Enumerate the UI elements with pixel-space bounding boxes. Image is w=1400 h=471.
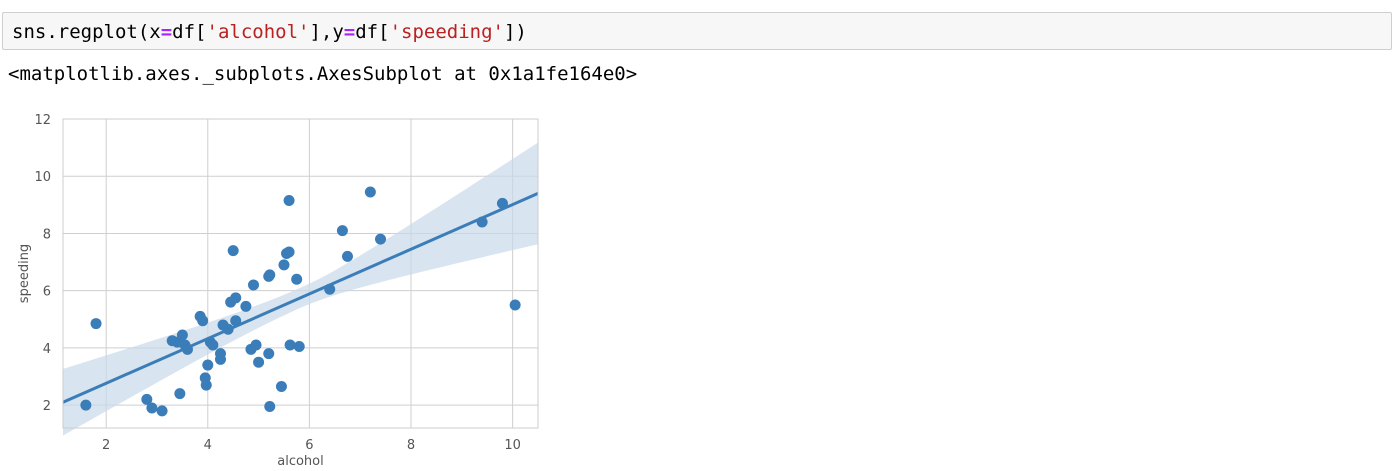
regplot-chart: 2 4 6 8 10 2 4 6 8 10 12 alcohol speeding — [17, 113, 539, 469]
data-point — [80, 399, 92, 411]
data-point — [253, 356, 265, 368]
data-point — [207, 339, 219, 351]
data-point — [227, 245, 239, 257]
data-point — [176, 329, 188, 341]
code-suffix: ]) — [503, 21, 527, 43]
scatter-points — [80, 186, 521, 417]
data-point — [146, 402, 158, 414]
data-point — [197, 315, 209, 327]
data-point — [141, 393, 153, 405]
data-point — [90, 318, 102, 330]
code-mid: ],y — [309, 21, 344, 43]
code-cell-input[interactable]: sns.regplot(x=df['alcohol'],y=df['speedi… — [2, 12, 1392, 50]
code-equals: = — [160, 21, 173, 43]
y-tick-label: 4 — [43, 342, 51, 357]
y-tick-label: 12 — [34, 113, 51, 128]
data-point — [248, 279, 260, 291]
data-point — [250, 339, 262, 351]
data-point — [214, 353, 226, 365]
code-text[interactable]: sns.regplot(x=df['alcohol'],y=df['speedi… — [12, 20, 527, 44]
data-point — [293, 340, 305, 352]
y-tick-label: 8 — [43, 227, 51, 242]
y-tick-label: 6 — [43, 285, 51, 300]
data-point — [156, 405, 168, 417]
data-point — [264, 269, 276, 281]
code-string: 'speeding' — [389, 21, 504, 43]
data-point — [174, 388, 186, 400]
regression-line — [62, 192, 539, 404]
plot-frame — [62, 118, 539, 429]
data-point — [202, 359, 214, 371]
code-prefix: sns.regplot(x — [12, 21, 161, 43]
data-point — [364, 186, 376, 198]
data-point — [263, 348, 275, 360]
x-tick-label: 4 — [204, 438, 212, 453]
data-point — [336, 225, 348, 237]
data-point — [275, 381, 287, 393]
data-point — [200, 379, 212, 391]
code-df: df[ — [355, 21, 390, 43]
code-string: 'alcohol' — [206, 21, 310, 43]
data-point — [283, 195, 295, 207]
data-point — [230, 292, 242, 304]
x-tick-label: 2 — [102, 438, 110, 453]
data-point — [264, 401, 276, 413]
data-point — [341, 250, 353, 262]
data-point — [291, 273, 303, 285]
data-point — [375, 233, 387, 245]
cell-output-text: <matplotlib.axes._subplots.AxesSubplot a… — [8, 63, 638, 85]
confidence-band — [63, 142, 538, 436]
data-point — [284, 339, 296, 351]
y-tick-label: 2 — [43, 399, 51, 414]
data-point — [283, 246, 295, 258]
code-df: df[ — [172, 21, 207, 43]
code-equals: = — [343, 21, 356, 43]
x-tick-label: 6 — [305, 438, 313, 453]
tick-labels: 2 4 6 8 10 2 4 6 8 10 12 — [34, 113, 520, 453]
data-point — [278, 259, 290, 271]
x-axis-label: alcohol — [277, 454, 323, 469]
x-tick-label: 10 — [504, 438, 521, 453]
data-point — [509, 299, 521, 311]
x-tick-label: 8 — [407, 438, 415, 453]
y-axis-label: speeding — [17, 244, 32, 303]
y-tick-label: 10 — [34, 170, 51, 185]
data-point — [240, 300, 252, 312]
data-point — [496, 197, 508, 209]
